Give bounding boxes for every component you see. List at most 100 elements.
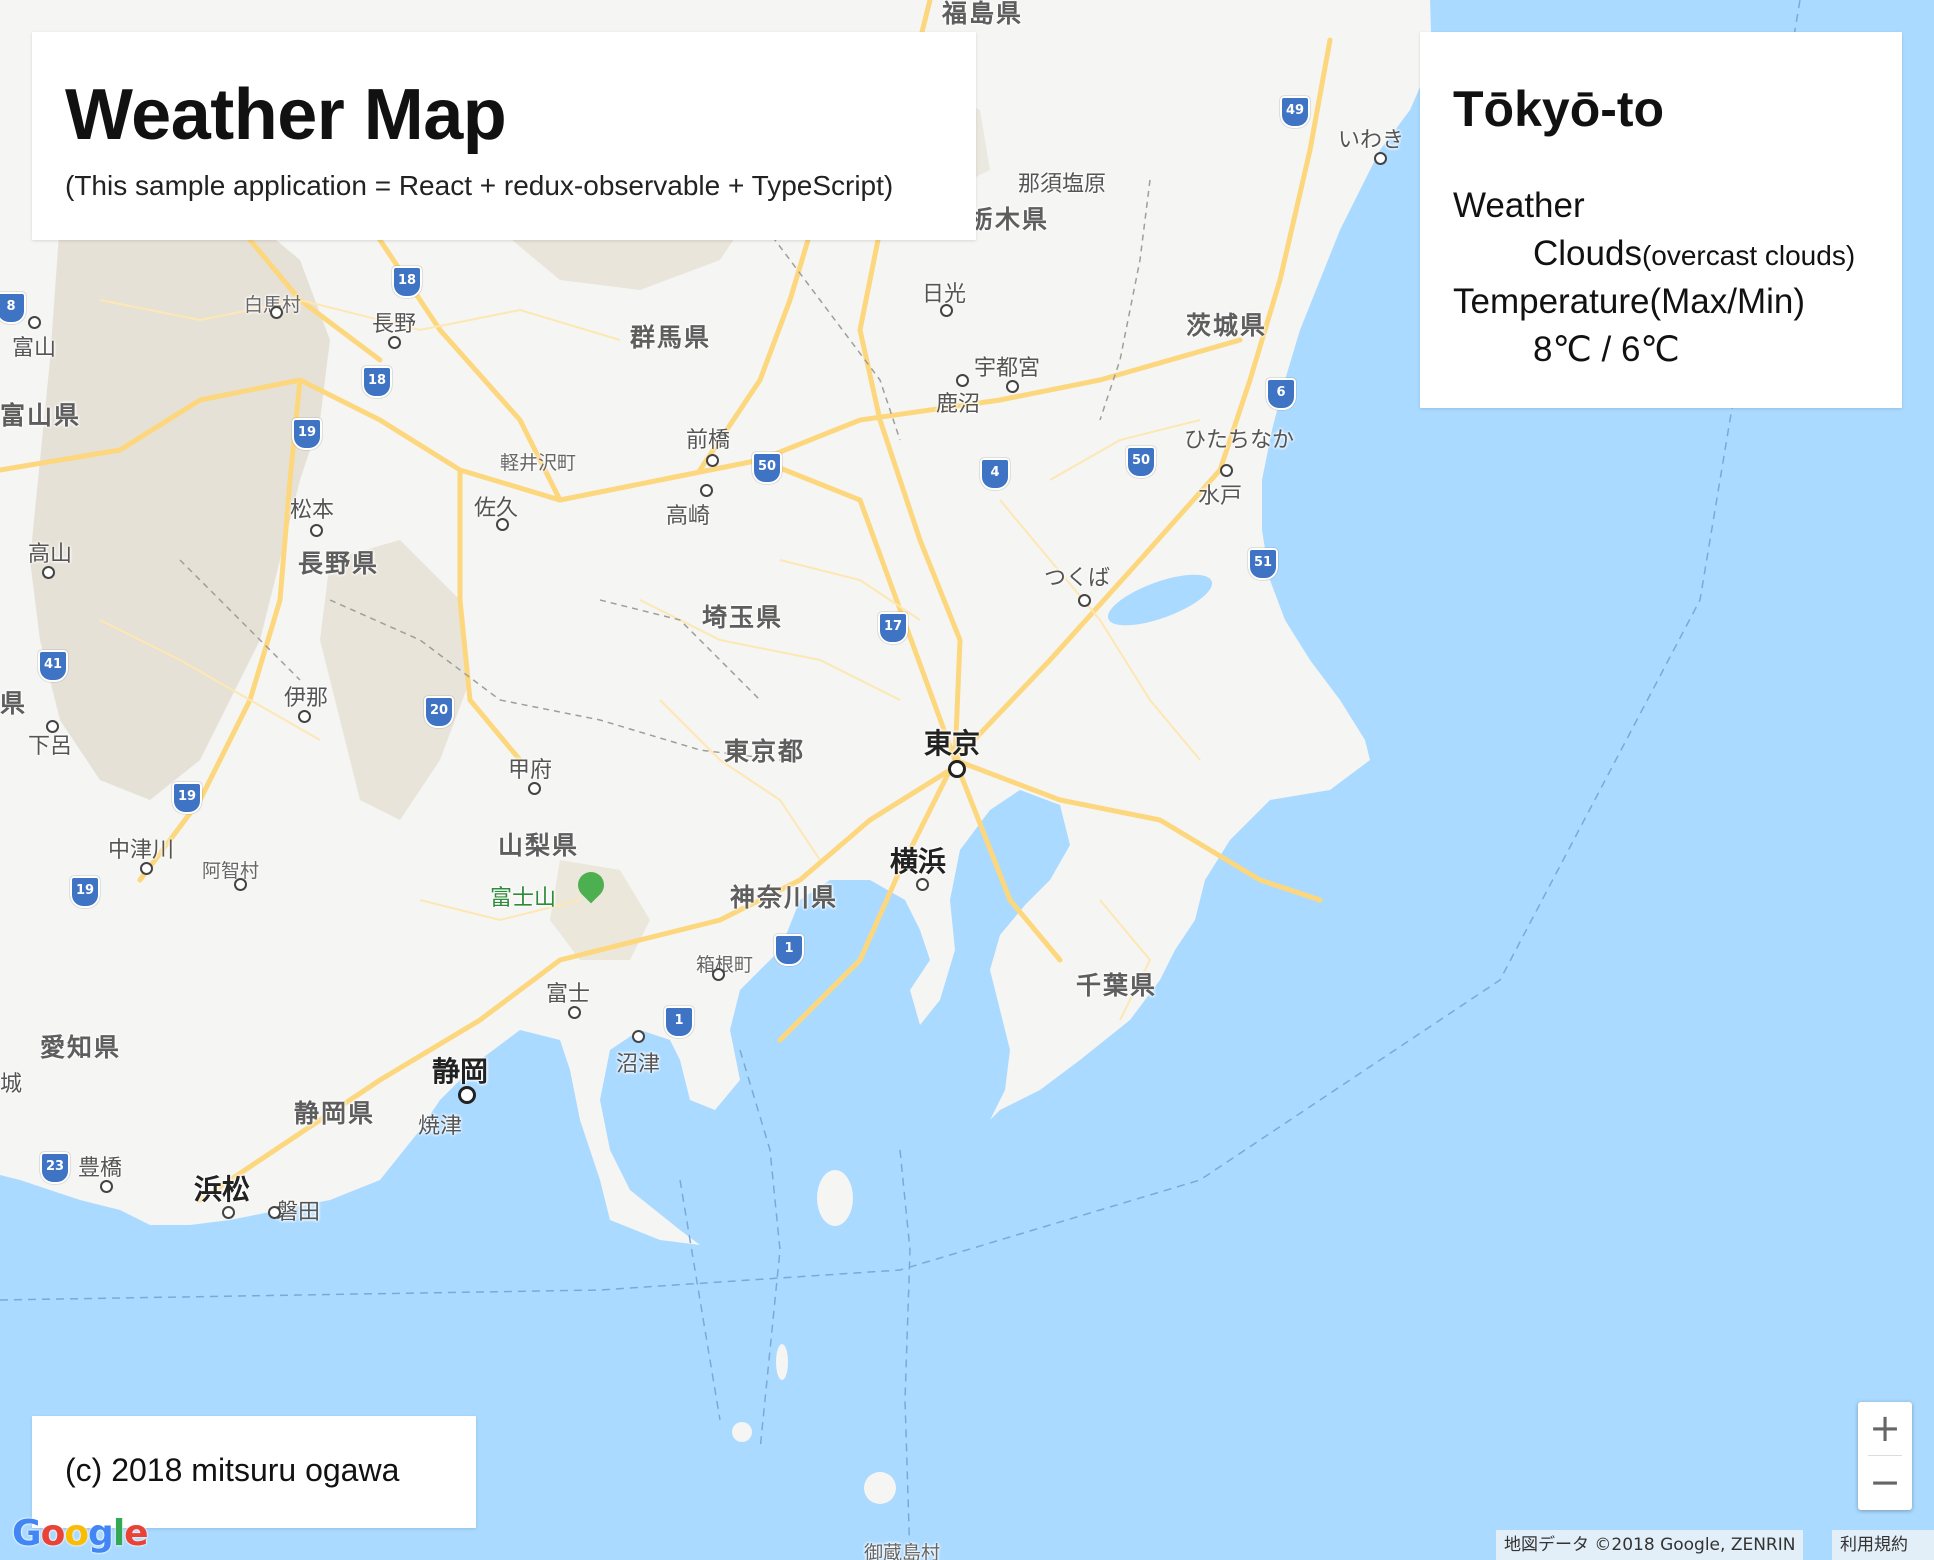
- place-label: 千葉県: [1076, 971, 1158, 1000]
- place-label: 日光: [922, 282, 967, 307]
- place-label: 磐田: [276, 1200, 321, 1225]
- city-dot: [1220, 464, 1233, 477]
- place-label: 長野県: [298, 549, 380, 578]
- city-dot: [388, 336, 401, 349]
- highway-shield-icon: 1: [664, 1006, 694, 1038]
- weather-label: Weather: [1453, 186, 1585, 225]
- city-dot: [1006, 380, 1019, 393]
- place-label: 富士山: [490, 886, 557, 911]
- island: [732, 1422, 752, 1442]
- place-label: 那須塩原: [1018, 172, 1107, 197]
- place-label: 沼津: [616, 1052, 661, 1077]
- land-area: [0, 0, 1432, 1245]
- map-data-attribution[interactable]: 地図データ ©2018 Google, ZENRIN: [1496, 1530, 1804, 1560]
- highway-shield-icon: 50: [752, 452, 782, 484]
- place-label: 焼津: [418, 1114, 463, 1139]
- weather-info-panel: Tōkyō-to Weather Clouds(overcast clouds)…: [1420, 32, 1902, 408]
- zoom-out-button[interactable]: −: [1869, 1460, 1901, 1504]
- copyright-text: (c) 2018 mitsuru ogawa: [65, 1452, 400, 1488]
- highway-shield-icon: 6: [1266, 378, 1296, 410]
- google-logo[interactable]: Google: [12, 1513, 149, 1554]
- place-label: 東京都: [724, 737, 806, 766]
- city-dot: [712, 968, 725, 981]
- place-label: 軽井沢町: [500, 452, 577, 474]
- city-dot: [28, 316, 41, 329]
- mountain-relief: [30, 200, 330, 800]
- place-label: 愛知県: [40, 1033, 122, 1062]
- city-dot: [700, 484, 713, 497]
- city-dot: [270, 306, 283, 319]
- weather-main: Clouds: [1533, 234, 1642, 273]
- place-label: 高崎: [666, 504, 711, 529]
- highway-shield-icon: 51: [1248, 548, 1278, 580]
- city-dot: [1374, 152, 1387, 165]
- place-label: 富山県: [0, 401, 82, 430]
- weather-value: Clouds(overcast clouds): [1533, 234, 1855, 274]
- place-label: 御蔵島村: [864, 1542, 941, 1560]
- place-label: 神奈川県: [730, 883, 839, 912]
- weather-description: (overcast clouds): [1641, 240, 1856, 271]
- highway-shield-icon: 41: [38, 650, 68, 682]
- highway-shield-icon: 49: [1280, 96, 1310, 128]
- city-dot: [100, 1180, 113, 1193]
- place-label: 富士: [546, 982, 591, 1007]
- place-label: 県: [0, 689, 28, 718]
- place-label: 中津川: [108, 838, 175, 863]
- place-label: 甲府: [508, 758, 553, 783]
- city-dot: [632, 1030, 645, 1043]
- city-name: Tōkyō-to: [1453, 81, 1665, 137]
- place-label: 福島県: [942, 0, 1024, 28]
- place-label: 高山: [28, 542, 73, 567]
- highway-shield-icon: 19: [172, 782, 202, 814]
- island: [864, 1472, 896, 1504]
- place-label: つくば: [1044, 566, 1111, 591]
- place-label: 下呂: [28, 734, 73, 759]
- city-dot: [458, 1086, 476, 1104]
- place-label: 山梨県: [498, 831, 580, 860]
- place-label: 浜松: [194, 1173, 251, 1206]
- highway-shield-icon: 1: [774, 934, 804, 966]
- temperature-value: 8℃ / 6℃: [1533, 330, 1680, 369]
- place-label: 前橋: [686, 428, 731, 453]
- place-label: 松本: [290, 498, 335, 523]
- place-label: 白馬村: [244, 294, 302, 316]
- page-title: Weather Map: [65, 75, 507, 155]
- footer-panel: (c) 2018 mitsuru ogawa: [32, 1416, 476, 1528]
- place-label: 静岡: [432, 1055, 489, 1088]
- highway-shield-icon: 18: [392, 266, 422, 298]
- page-subtitle: (This sample application = React + redux…: [65, 170, 894, 201]
- place-label: 埼玉県: [702, 603, 784, 632]
- capital-dot: [948, 760, 966, 778]
- place-label: 宇都宮: [974, 356, 1041, 381]
- place-label: 伊那: [284, 686, 329, 711]
- terms-of-use-link[interactable]: 利用規約: [1832, 1530, 1934, 1560]
- place-label: いわき: [1338, 128, 1405, 153]
- place-label: 茨城県: [1186, 311, 1268, 340]
- city-dot: [528, 782, 541, 795]
- place-label: 長野: [372, 312, 417, 337]
- place-label: 横浜: [890, 845, 947, 878]
- city-dot: [42, 566, 55, 579]
- city-dot: [140, 862, 153, 875]
- city-dot: [940, 304, 953, 317]
- island: [776, 1344, 788, 1380]
- place-label: 静岡県: [294, 1099, 376, 1128]
- zoom-control: + −: [1858, 1402, 1912, 1510]
- place-label: 箱根町: [696, 954, 754, 976]
- ferry-routes: [0, 0, 1801, 1560]
- highway-shield-icon: 23: [40, 1152, 70, 1184]
- city-dot: [1078, 594, 1091, 607]
- island: [817, 1170, 853, 1226]
- zoom-in-button[interactable]: +: [1869, 1406, 1901, 1450]
- place-label: 豊橋: [78, 1156, 123, 1181]
- city-dot: [916, 878, 929, 891]
- highway-shield-icon: 8: [0, 292, 26, 324]
- place-label: 富山: [12, 336, 57, 361]
- highway-shield-icon: 19: [70, 876, 100, 908]
- place-label: 佐久: [474, 496, 519, 521]
- mountain-relief: [550, 860, 650, 960]
- highway-shield-icon: 17: [878, 612, 908, 644]
- city-dot: [268, 1206, 281, 1219]
- title-panel: Weather Map (This sample application = R…: [32, 32, 976, 240]
